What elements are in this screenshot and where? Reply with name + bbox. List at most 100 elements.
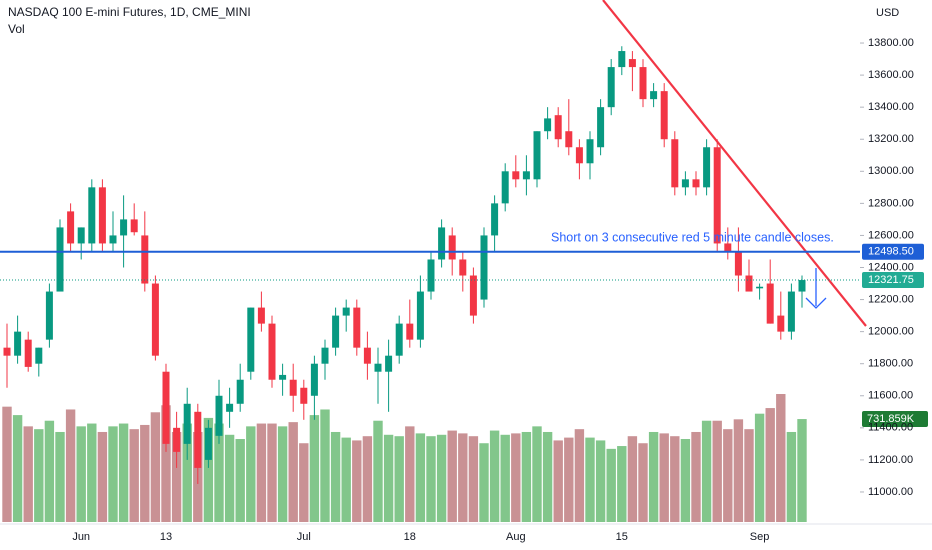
volume-caption: Vol (8, 22, 25, 36)
volume-bar (65, 409, 76, 522)
candle-body (173, 427, 181, 452)
volume-bar (691, 431, 701, 522)
candle-body (681, 179, 689, 188)
candle-body (45, 291, 53, 340)
volume-bar (765, 408, 775, 522)
y-tick-label: 12400.00 (868, 261, 914, 273)
x-tick-label: Jul (297, 531, 311, 543)
volume-bar (341, 437, 351, 522)
candle-body (628, 59, 636, 68)
candle-body (671, 139, 679, 188)
volume-bar (786, 431, 797, 522)
volume-bar (585, 437, 595, 522)
volume-bar (309, 415, 320, 522)
candle-body (162, 371, 170, 444)
y-tick-label: 11400.00 (868, 422, 913, 434)
candle-body (777, 315, 785, 332)
candle-body (660, 91, 668, 140)
last-price-badge (862, 272, 924, 289)
candle-body (321, 347, 329, 364)
volume-bar (521, 431, 532, 522)
candle-body (3, 347, 11, 356)
candle-body (522, 171, 530, 180)
candle-body (183, 403, 191, 444)
y-tick-label: 11000.00 (868, 486, 913, 498)
volume-bar (797, 419, 807, 522)
volume-bar (468, 436, 479, 522)
candle-body (374, 363, 382, 372)
last-volume-badge (862, 411, 928, 428)
volume-bar (256, 423, 267, 522)
candle-body (109, 235, 117, 244)
volume-bar (617, 446, 627, 522)
volume-bar (23, 426, 33, 522)
candle-body (332, 315, 340, 348)
volume-bar (44, 420, 55, 522)
candle-body (575, 147, 583, 164)
candle-body (692, 179, 700, 188)
volume-bar (235, 439, 245, 522)
volume-bar (479, 443, 489, 522)
candle-body (67, 211, 75, 244)
x-tick-label: Aug (506, 531, 526, 543)
candle-body (554, 115, 562, 140)
volume-bar (97, 431, 108, 522)
volume-bar (744, 429, 754, 522)
y-tick-label: 12200.00 (868, 293, 914, 305)
volume-bar (182, 423, 192, 522)
volume-bar (362, 436, 373, 522)
volume-bar (754, 413, 765, 522)
volume-bar (776, 394, 786, 522)
volume-bar (299, 443, 309, 522)
candle-body (798, 280, 806, 292)
candle-body (416, 291, 424, 340)
volume-bar (267, 423, 277, 522)
y-tick-label: 11200.00 (868, 454, 913, 466)
volume-bar (277, 426, 288, 522)
volume-bar (55, 431, 65, 522)
volume-bar (161, 405, 171, 522)
volume-bar (171, 431, 182, 522)
volume-bar (436, 434, 447, 522)
price-line-badge (862, 243, 924, 260)
candle-body (300, 387, 308, 404)
candle-body (88, 187, 96, 244)
annotation: Short on 3 consecutive red 5 minute cand… (551, 230, 834, 244)
candle-body (194, 411, 202, 468)
candle-body (650, 91, 658, 100)
y-tick-label: 12800.00 (868, 197, 914, 209)
y-tick-label: 12600.00 (868, 229, 914, 241)
volume-bar (532, 426, 542, 522)
candle-layer (3, 46, 806, 484)
volume-bar (150, 412, 161, 522)
volume-bar (34, 429, 44, 522)
volume-bar (288, 422, 298, 522)
volume-bar (320, 409, 330, 522)
candle-body (544, 118, 552, 132)
price-line-label: 12498.50 (868, 246, 914, 258)
volume-bar (595, 440, 606, 522)
candle-body (787, 291, 795, 332)
volume-bar (606, 448, 616, 522)
candle-body (734, 251, 742, 276)
chart-title: NASDAQ 100 E-mini Futures, 1D, CME_MINI (8, 5, 251, 19)
volume-bar (564, 437, 574, 522)
y-tick-label: 13000.00 (868, 165, 914, 177)
candle-body (766, 283, 774, 324)
volume-bar (76, 426, 86, 522)
volume-bar (574, 429, 585, 522)
last-price-label: 12321.75 (868, 274, 914, 286)
volume-bar (542, 431, 553, 522)
candle-body (459, 259, 467, 276)
candle-body (257, 307, 265, 324)
volume-bar (701, 420, 712, 522)
candle-body (279, 374, 287, 380)
volume-bar (373, 420, 383, 522)
candle-body (586, 139, 594, 164)
volume-bar (659, 433, 669, 522)
y-tick-label: 11600.00 (868, 390, 913, 402)
candle-body (385, 355, 393, 372)
x-tick-label: Sep (750, 531, 770, 543)
last-volume-label: 731.859K (867, 413, 915, 425)
